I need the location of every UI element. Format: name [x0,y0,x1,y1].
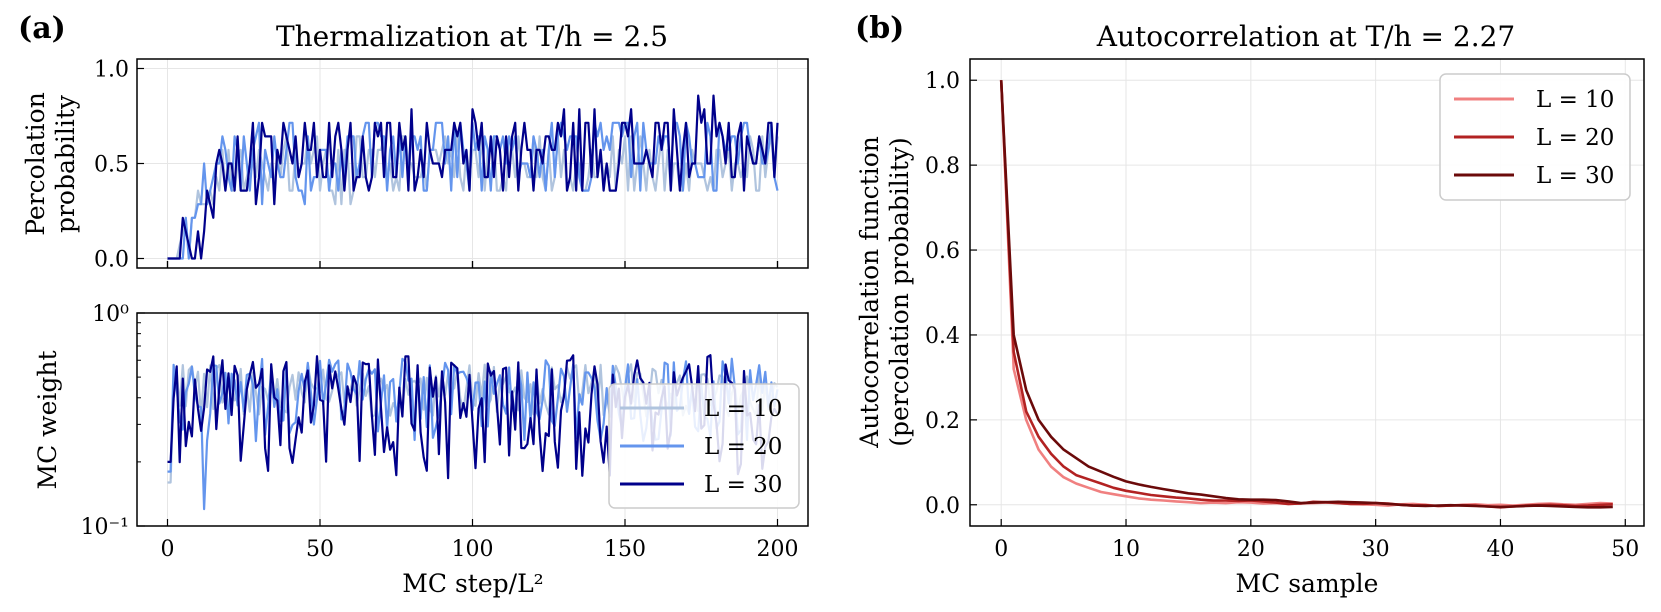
legend-weight: L = 10 L = 20 L = 30 [608,383,800,509]
ytick-label: 10⁰ [92,302,129,327]
panel-label-a: (a) [18,11,66,46]
ylabel-percolation: Percolation probability [21,92,80,236]
legend-label: L = 10 [704,396,782,422]
chart-title-autocorrelation: Autocorrelation at T/h = 2.27 [1096,20,1515,53]
series-line-l30 [167,94,779,260]
xlabel-mc-step: MC step/L² [402,569,543,598]
panel-label-b: (b) [855,11,904,46]
xlabel-mc-sample: MC sample [1236,569,1379,598]
legend-label: L = 30 [1536,163,1614,189]
series-line-l10 [167,135,779,260]
legend-box [608,383,800,509]
ylabel-autocorrelation: Autocorrelation function (percolation pr… [855,136,914,449]
ytick-label: 0.0 [925,494,960,519]
ylabel-line-2: probability [51,94,80,233]
ytick-label: 0.8 [925,154,960,179]
series-line-l30 [999,80,1613,509]
xtick-label: 0 [161,537,175,562]
xtick-label: 10 [1112,537,1140,562]
ytick-label: 1.0 [94,58,129,83]
plot-frame-autocorrelation [969,58,1645,527]
legend-label: L = 10 [1536,87,1614,113]
xtick-label: 100 [452,537,494,562]
ylabel-line-1: Autocorrelation function [855,136,884,449]
ylabel-line-1: Percolation [21,92,50,236]
xtick-label: 50 [1611,537,1639,562]
xtick-label: 200 [757,537,799,562]
xtick-label: 150 [604,537,646,562]
chart-autocorrelation: Autocorrelation at T/h = 2.27 0 10 20 30 40 5… [855,20,1645,598]
legend-label: L = 20 [704,434,782,460]
ytick-label: 0.2 [925,409,960,434]
ytick-label: 10⁻¹ [81,515,129,540]
ytick-label: 0.4 [925,324,960,349]
ylabel-line-2: (percolation probability) [885,137,914,446]
chart-series-group [167,94,779,260]
chart-series-group [999,80,1613,509]
legend-label: L = 20 [1536,125,1614,151]
xtick-label: 40 [1486,537,1514,562]
chart-thermalization-percolation: Thermalization at T/h = 2.5 0.0 0.5 1.0 Pe… [21,20,809,273]
ytick-label: 0.0 [94,248,129,273]
legend-box [1439,73,1631,201]
chart-title-thermalization: Thermalization at T/h = 2.5 [276,20,668,53]
xtick-label: 0 [994,537,1008,562]
xtick-label: 30 [1362,537,1390,562]
xtick-label: 20 [1237,537,1265,562]
ytick-label: 0.5 [94,153,129,178]
xtick-label: 50 [306,537,334,562]
ytick-label: 0.6 [925,239,960,264]
ytick-label: 1.0 [925,69,960,94]
legend-autocorrelation: L = 10 L = 20 L = 30 [1439,73,1631,201]
chart-thermalization-weight: 0 50 100 150 200 10⁰ 10⁻¹ MC weight MC step/L²… [33,261,809,598]
ylabel-weight: MC weight [33,350,62,489]
legend-label: L = 30 [704,472,782,498]
